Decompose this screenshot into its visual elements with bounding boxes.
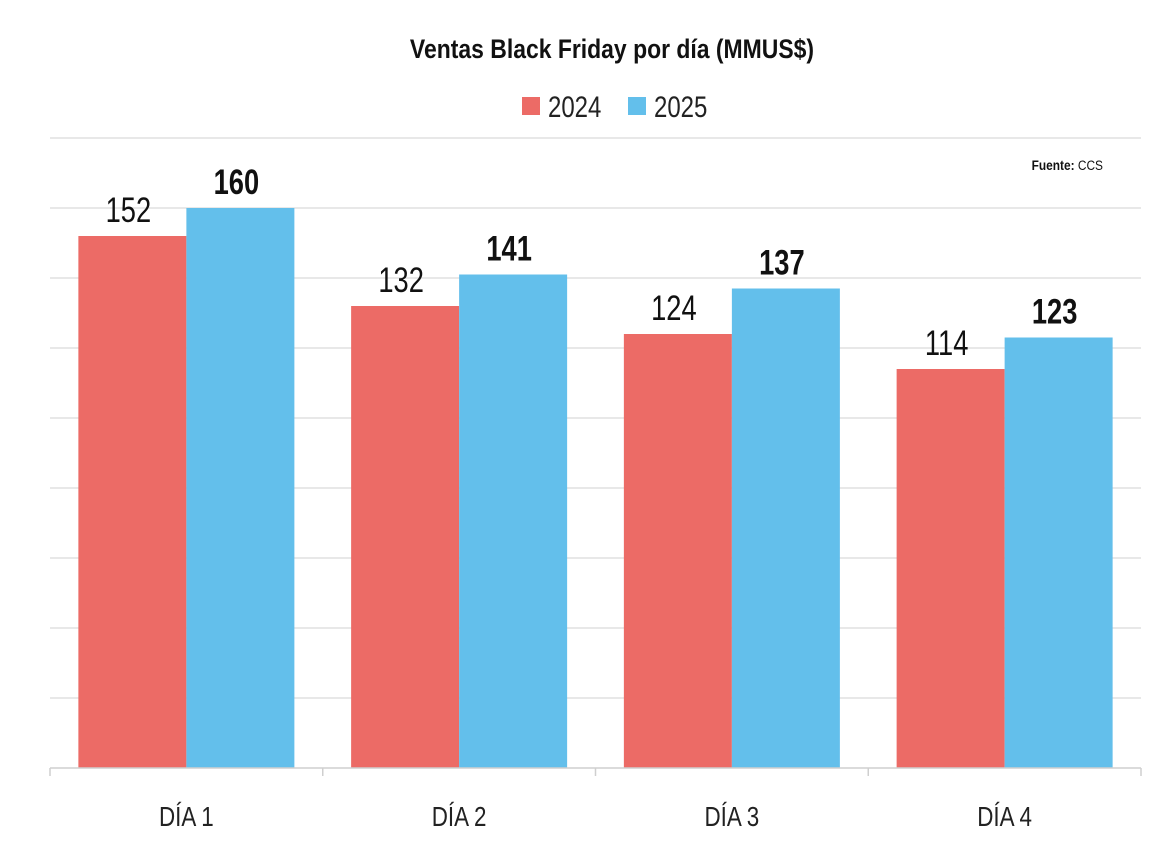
legend-label: 2025: [654, 89, 707, 123]
bars: [78, 208, 1113, 768]
data-label-2025: 160: [214, 163, 260, 202]
bar-2025: [186, 208, 295, 768]
data-label-2024: 152: [106, 191, 152, 230]
x-tick-label: DÍA 2: [432, 801, 487, 833]
data-label-2024: 124: [651, 289, 697, 328]
data-label-2024: 132: [378, 261, 424, 300]
source-label: Fuente:: [1032, 157, 1075, 173]
x-axis: DÍA 1 DÍA 2 DÍA 3 DÍA 4: [49, 767, 1142, 833]
data-label-2025: 141: [486, 229, 532, 268]
legend-swatch-2024: [522, 97, 540, 115]
x-tick-label: DÍA 3: [704, 801, 759, 833]
legend: 2024 2025: [522, 89, 707, 124]
bar-2025: [731, 288, 840, 768]
source-value: CCS: [1078, 157, 1103, 173]
data-label-2025: 123: [1032, 292, 1078, 331]
x-tick-label: DÍA 1: [159, 801, 214, 833]
svg-text:Fuente: CCS: Fuente: CCS: [1032, 157, 1104, 173]
x-tick-label: DÍA 4: [977, 801, 1032, 833]
source-note: Fuente: CCS: [1032, 157, 1104, 173]
bar-2024: [623, 334, 732, 768]
bar-2025: [459, 274, 568, 768]
legend-swatch-2025: [628, 97, 646, 115]
bar-2024: [78, 236, 187, 768]
data-label-2025: 137: [759, 243, 805, 282]
bar-2025: [1004, 337, 1113, 768]
legend-label: 2024: [548, 89, 601, 123]
data-label-2024: 114: [925, 324, 969, 363]
chart-title: Ventas Black Friday por día (MMUS$): [410, 34, 814, 64]
data-labels: 152 160 132 141 124 137 114 123: [106, 163, 1078, 363]
bar-2024: [351, 306, 460, 768]
bar-2024: [896, 369, 1005, 768]
